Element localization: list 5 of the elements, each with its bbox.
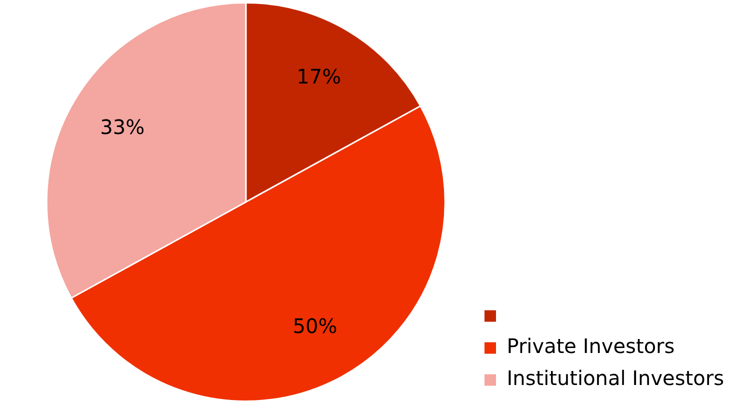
data-label: 33% (100, 115, 145, 140)
legend-label: Institutional Investors (506, 366, 724, 390)
data-label: 17% (296, 64, 342, 89)
legend-label: Private Investors (506, 334, 675, 358)
data-label: 50% (292, 314, 338, 338)
